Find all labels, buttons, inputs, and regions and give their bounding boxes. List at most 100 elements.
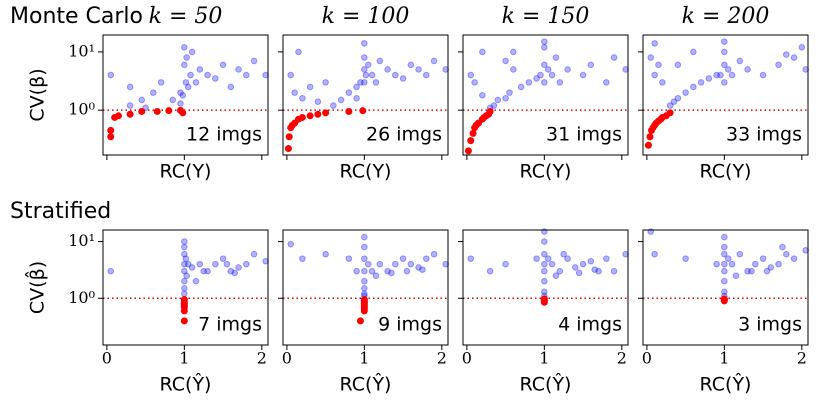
y-tick-label: 10⁰ bbox=[68, 100, 95, 119]
y-axis-label: CV(β̂) bbox=[24, 261, 48, 314]
point bbox=[556, 267, 564, 275]
point bbox=[126, 83, 134, 91]
point bbox=[181, 61, 188, 69]
panel-frame bbox=[642, 229, 809, 346]
point bbox=[490, 102, 498, 109]
point bbox=[587, 61, 595, 69]
annotation: 3 imgs bbox=[738, 314, 802, 336]
point bbox=[705, 75, 713, 82]
panel: k = 150 RC(Y) 31 imgs bbox=[458, 4, 629, 183]
point bbox=[314, 98, 322, 105]
point bbox=[541, 250, 548, 258]
point bbox=[196, 260, 204, 268]
point bbox=[181, 260, 188, 268]
point bbox=[541, 267, 548, 275]
annotation: 31 imgs bbox=[546, 124, 622, 146]
point bbox=[752, 260, 759, 268]
point bbox=[243, 71, 250, 79]
x-tick-label: 0 bbox=[462, 349, 472, 368]
point bbox=[736, 250, 744, 258]
point bbox=[361, 40, 368, 47]
point bbox=[775, 61, 782, 69]
point bbox=[469, 129, 477, 137]
point bbox=[721, 38, 728, 45]
point bbox=[510, 66, 517, 73]
point bbox=[728, 260, 736, 268]
point bbox=[541, 260, 548, 268]
point bbox=[181, 290, 188, 298]
point bbox=[533, 255, 540, 262]
annotation: 12 imgs bbox=[186, 124, 262, 146]
point bbox=[388, 269, 395, 277]
point bbox=[544, 255, 552, 262]
point bbox=[183, 272, 190, 280]
point bbox=[361, 233, 368, 241]
point bbox=[184, 83, 192, 91]
point bbox=[790, 54, 798, 61]
point bbox=[579, 260, 587, 268]
point bbox=[364, 61, 372, 69]
point bbox=[181, 243, 188, 251]
point bbox=[314, 110, 322, 118]
x-axis-label: RC(Y) bbox=[160, 161, 212, 183]
point bbox=[298, 113, 306, 121]
point bbox=[322, 250, 329, 258]
point bbox=[579, 71, 587, 79]
panel-title: k = 200 bbox=[682, 4, 770, 29]
point bbox=[181, 43, 188, 51]
point bbox=[651, 250, 658, 258]
point bbox=[345, 255, 353, 262]
point bbox=[299, 94, 306, 102]
point bbox=[180, 317, 188, 325]
panel-title: k = 150 bbox=[502, 4, 590, 29]
point bbox=[285, 133, 293, 141]
point bbox=[506, 89, 513, 96]
point bbox=[403, 267, 411, 275]
point bbox=[502, 57, 509, 65]
point bbox=[181, 267, 188, 275]
point bbox=[467, 255, 475, 262]
point bbox=[541, 38, 548, 45]
point bbox=[798, 43, 806, 51]
panel-title: k = 50 bbox=[149, 4, 223, 29]
point bbox=[364, 260, 372, 268]
x-tick-label: 1 bbox=[539, 349, 549, 368]
point bbox=[181, 250, 188, 258]
point bbox=[107, 71, 115, 79]
point bbox=[479, 91, 486, 99]
point bbox=[181, 284, 188, 292]
point bbox=[107, 267, 115, 275]
point bbox=[361, 243, 368, 251]
point bbox=[179, 109, 187, 117]
point bbox=[384, 267, 391, 275]
point bbox=[179, 91, 187, 99]
point bbox=[223, 260, 231, 268]
x-tick-label: 2 bbox=[617, 349, 627, 368]
point bbox=[744, 267, 751, 275]
point bbox=[126, 110, 134, 118]
point bbox=[767, 264, 775, 271]
point bbox=[610, 54, 618, 61]
point bbox=[204, 71, 211, 79]
point bbox=[330, 102, 337, 109]
point bbox=[603, 79, 610, 86]
point bbox=[646, 133, 654, 141]
point bbox=[182, 79, 190, 86]
point bbox=[564, 255, 571, 262]
x-axis-label: RC(Y) bbox=[700, 161, 752, 183]
point bbox=[721, 79, 728, 86]
point bbox=[430, 57, 438, 65]
point bbox=[356, 317, 364, 325]
point bbox=[674, 61, 682, 69]
point bbox=[682, 255, 689, 262]
point bbox=[306, 83, 314, 91]
point bbox=[572, 264, 579, 271]
point bbox=[180, 307, 188, 315]
point bbox=[724, 255, 732, 262]
panel-frame bbox=[282, 34, 449, 156]
point bbox=[287, 71, 295, 79]
point bbox=[322, 109, 330, 117]
x-axis-label: RC(Ŷ) bbox=[340, 372, 392, 396]
x-tick-label: 1 bbox=[179, 349, 189, 368]
point bbox=[231, 269, 238, 277]
